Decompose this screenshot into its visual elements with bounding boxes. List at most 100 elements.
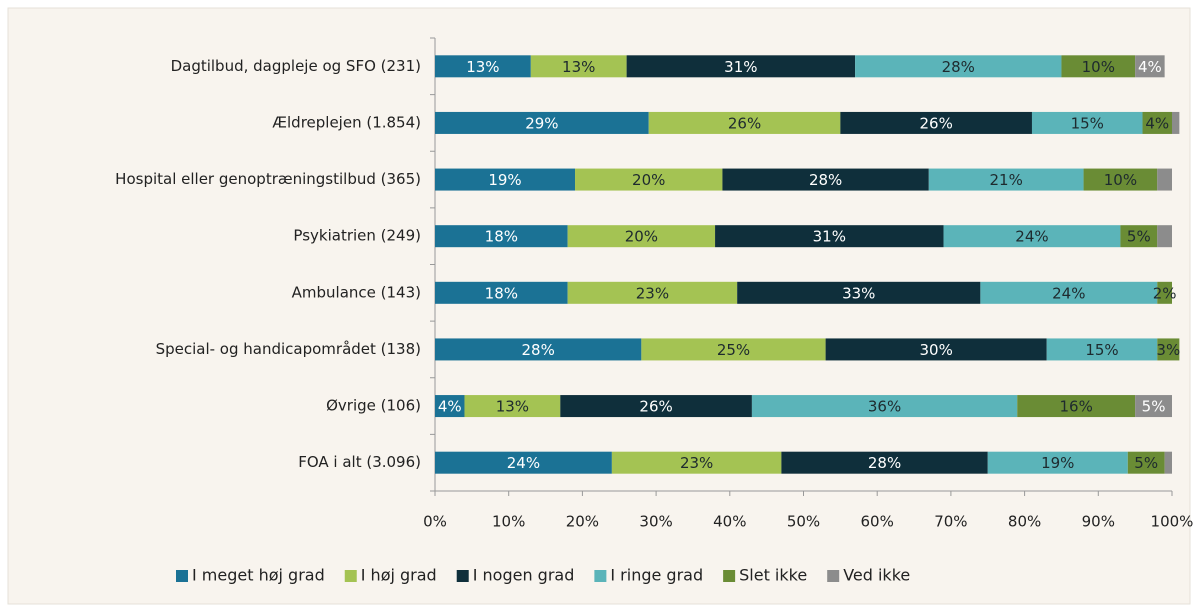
x-tick-label: 100% <box>1151 513 1194 531</box>
x-tick-label: 70% <box>934 513 967 531</box>
bar-segment <box>1157 168 1172 191</box>
legend-swatch <box>723 570 736 582</box>
x-tick-label: 10% <box>492 513 525 531</box>
bar-segment <box>855 55 1062 78</box>
data-label: 33% <box>842 284 875 302</box>
legend-label: I nogen grad <box>473 566 575 585</box>
bar-segment <box>1061 55 1136 78</box>
x-tick-label: 30% <box>639 513 672 531</box>
legend-swatch <box>827 570 840 582</box>
bar-segment <box>1031 111 1143 134</box>
data-label: 2% <box>1153 284 1177 302</box>
bar-segment <box>825 338 1047 361</box>
bar-segment <box>435 395 465 418</box>
bar-segment <box>840 111 1032 134</box>
data-label: 25% <box>717 341 750 359</box>
bar-segment <box>435 225 568 248</box>
legend-swatch <box>594 570 607 582</box>
legend-label: I høj grad <box>361 566 437 585</box>
chart-background <box>7 7 1191 605</box>
bar-segment <box>781 451 988 474</box>
x-tick-label: 0% <box>423 513 447 531</box>
y-tick-label: Ambulance (143) <box>292 283 421 301</box>
legend-label: Slet ikke <box>739 566 807 585</box>
x-tick-label: 90% <box>1082 513 1115 531</box>
bar-segment <box>1083 168 1158 191</box>
data-label: 4% <box>438 398 462 416</box>
data-label: 28% <box>809 171 842 189</box>
data-label: 15% <box>1071 114 1104 132</box>
bar-segment <box>575 168 723 191</box>
bar-segment <box>435 338 642 361</box>
data-label: 29% <box>525 114 558 132</box>
data-label: 13% <box>562 58 595 76</box>
data-label: 36% <box>868 398 901 416</box>
y-tick-label: Special- og handicapområdet (138) <box>156 340 421 358</box>
data-label: 28% <box>868 454 901 472</box>
y-tick-label: Øvrige (106) <box>326 397 421 415</box>
data-label: 15% <box>1085 341 1118 359</box>
bar-segment <box>530 55 627 78</box>
y-tick-label: Hospital eller genoptræningstilbud (365) <box>115 170 421 188</box>
bar-segment <box>1135 55 1165 78</box>
legend-swatch <box>456 570 469 582</box>
legend-label: I ringe grad <box>610 566 703 585</box>
data-label: 16% <box>1060 398 1093 416</box>
data-label: 5% <box>1127 228 1151 246</box>
data-label: 26% <box>919 114 952 132</box>
bar-segment <box>943 225 1121 248</box>
y-tick-label: Ældreplejen (1.854) <box>272 113 421 131</box>
data-label: 18% <box>485 228 518 246</box>
bar-segment <box>435 451 612 474</box>
bar-segment <box>560 395 752 418</box>
data-label: 24% <box>1015 228 1048 246</box>
bar-segment <box>1135 395 1172 418</box>
data-label: 31% <box>724 58 757 76</box>
data-label: 5% <box>1134 454 1158 472</box>
x-tick-label: 20% <box>566 513 599 531</box>
bar-segment <box>641 338 826 361</box>
bar-segment <box>715 225 944 248</box>
bar-segment <box>987 451 1128 474</box>
data-label: 13% <box>466 58 499 76</box>
y-tick-label: Dagtilbud, dagpleje og SFO (231) <box>171 57 421 75</box>
data-label: 20% <box>632 171 665 189</box>
data-label: 28% <box>522 341 555 359</box>
bar-segment <box>1017 395 1136 418</box>
bar-segment <box>567 225 716 248</box>
x-tick-label: 80% <box>1008 513 1041 531</box>
data-label: 24% <box>507 454 540 472</box>
legend-swatch <box>344 570 357 582</box>
bar-segment <box>1046 338 1158 361</box>
x-tick-label: 40% <box>713 513 746 531</box>
data-label: 28% <box>942 58 975 76</box>
data-label: 18% <box>485 284 518 302</box>
bar-segment <box>1127 451 1165 474</box>
y-tick-label: FOA i alt (3.096) <box>298 453 421 471</box>
bar-segment <box>567 281 738 304</box>
data-label: 23% <box>680 454 713 472</box>
bar-segment <box>611 451 782 474</box>
bar-segment <box>737 281 981 304</box>
data-label: 13% <box>496 398 529 416</box>
data-label: 19% <box>488 171 521 189</box>
data-label: 26% <box>639 398 672 416</box>
data-label: 20% <box>625 228 658 246</box>
bar-segment <box>722 168 929 191</box>
bar-segment <box>435 111 649 134</box>
data-label: 19% <box>1041 454 1074 472</box>
legend-swatch <box>176 570 188 582</box>
bar-segment <box>1157 225 1172 248</box>
data-label: 10% <box>1104 171 1137 189</box>
y-tick-label: Psykiatrien (249) <box>293 227 421 245</box>
bar-segment <box>1157 338 1180 361</box>
data-label: 5% <box>1142 398 1166 416</box>
legend-label: Ved ikke <box>843 566 910 585</box>
data-label: 10% <box>1082 58 1115 76</box>
bar-segment <box>1172 111 1180 134</box>
bar-segment <box>1164 451 1172 474</box>
data-label: 23% <box>636 284 669 302</box>
data-label: 26% <box>728 114 761 132</box>
bar-segment <box>1120 225 1158 248</box>
